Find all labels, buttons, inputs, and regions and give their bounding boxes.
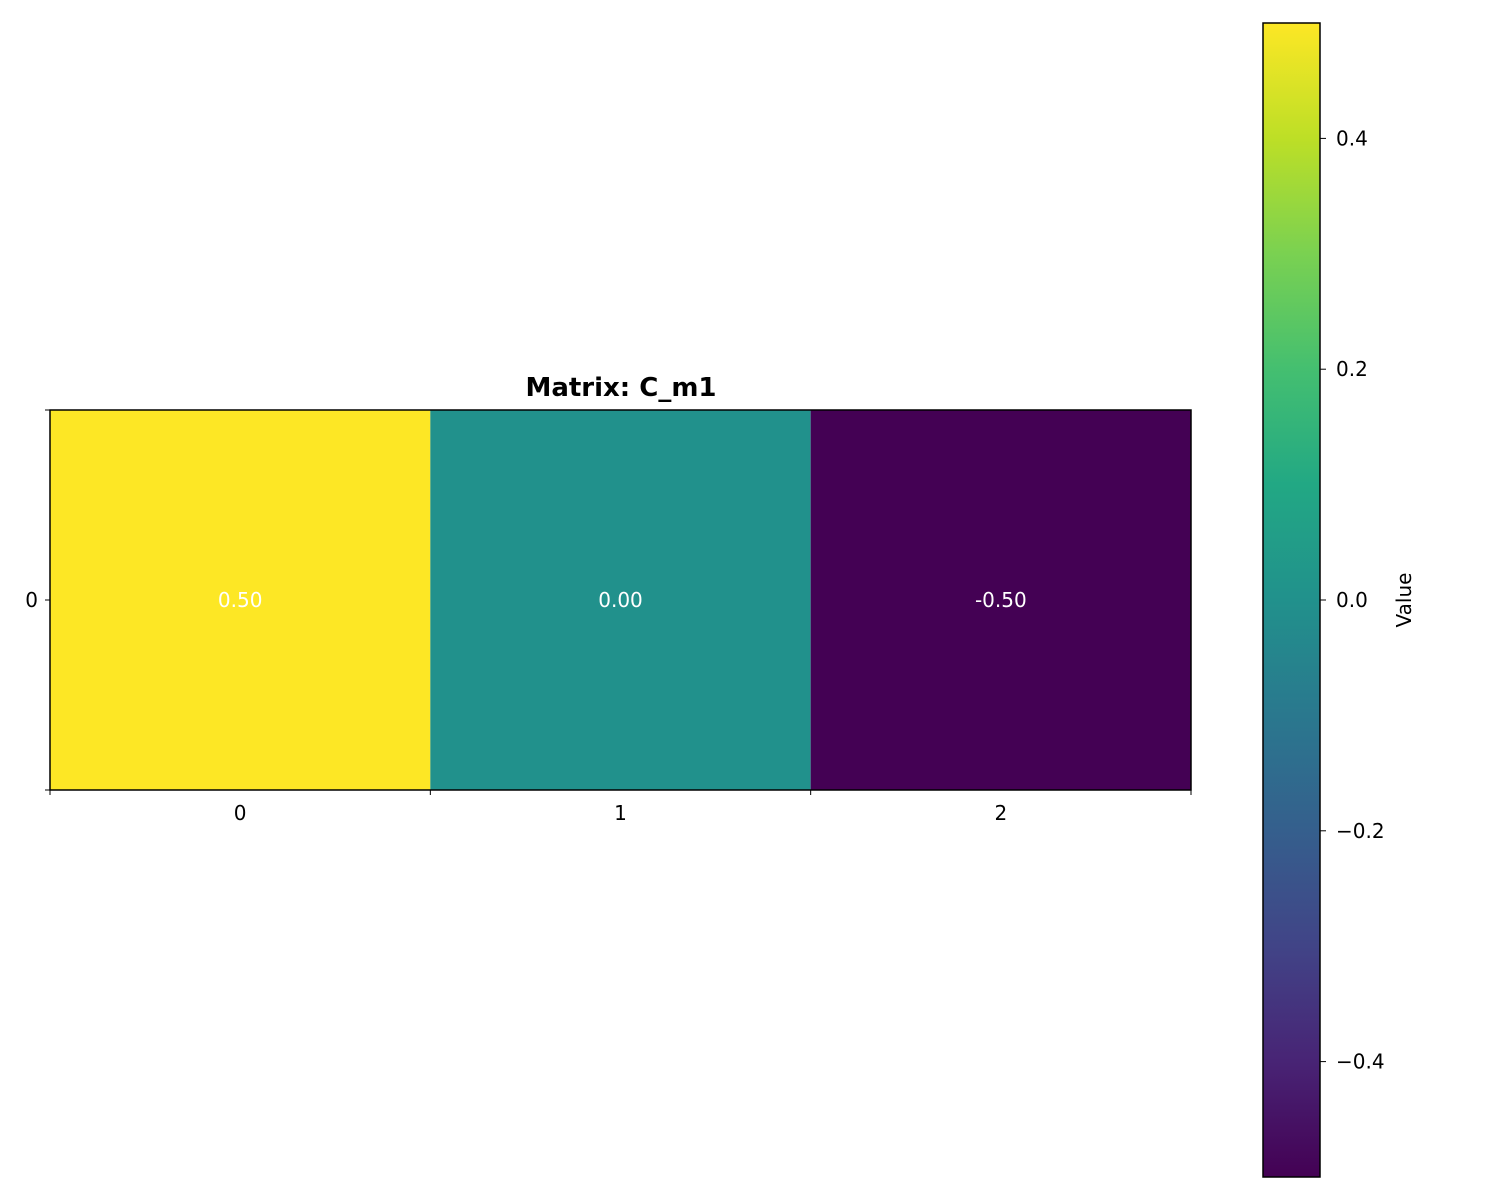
- colorbar: 0.4 0.2 0.0 −0.2 −0.4 Value: [1262, 22, 1416, 1178]
- y-axis: 0: [25, 409, 50, 791]
- heatmap-cells: 0.50 0.00 -0.50: [49, 409, 1192, 791]
- colorbar-gradient: [1262, 22, 1321, 1178]
- cell-value-label: 0.50: [218, 588, 263, 612]
- heatmap-cell: [810, 410, 1191, 790]
- x-tick-label: 1: [614, 801, 627, 825]
- colorbar-tick-label: −0.4: [1336, 1050, 1385, 1074]
- colorbar-tick-label: 0.0: [1336, 588, 1368, 612]
- colorbar-tick-label: 0.4: [1336, 126, 1368, 150]
- cell-value-label: 0.00: [598, 588, 643, 612]
- x-tick-label: 2: [994, 801, 1007, 825]
- chart-title: Matrix: C_m1: [525, 373, 716, 403]
- heatmap-cell: [430, 410, 811, 790]
- cell-value-label: -0.50: [975, 588, 1027, 612]
- colorbar-tick-label: −0.2: [1336, 819, 1385, 843]
- heatmap-cell: [50, 410, 431, 790]
- y-tick-label: 0: [25, 588, 38, 612]
- colorbar-ticks: 0.4 0.2 0.0 −0.2 −0.4: [1320, 126, 1385, 1074]
- colorbar-tick-label: 0.2: [1336, 357, 1368, 381]
- x-axis: 0 1 2: [49, 790, 1192, 825]
- colorbar-label: Value: [1392, 573, 1416, 628]
- x-tick-label: 0: [234, 801, 247, 825]
